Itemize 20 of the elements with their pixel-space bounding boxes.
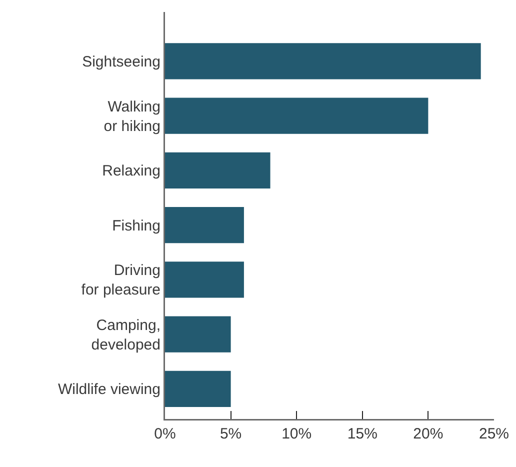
y-tick-label: Walking or hiking <box>104 98 160 135</box>
x-tick-label: 20% <box>413 426 444 442</box>
x-tick-label: 10% <box>282 426 312 442</box>
bar <box>165 370 231 407</box>
y-tick-label: Sightseeing <box>82 53 160 70</box>
y-tick-label: Camping, developed <box>91 316 160 354</box>
y-tick-label: Relaxing <box>102 162 160 180</box>
bar <box>165 262 244 298</box>
bar <box>165 98 428 134</box>
y-tick-label: Driving for pleasure <box>81 262 160 299</box>
bar <box>165 152 270 188</box>
x-tick-label: 5% <box>220 426 242 442</box>
bar <box>165 316 231 352</box>
bar <box>165 43 481 80</box>
bar <box>165 207 244 244</box>
x-tick-label: 25% <box>478 426 510 442</box>
x-tick-label: 15% <box>347 426 378 442</box>
y-tick-label: Wildlife viewing <box>58 381 160 398</box>
x-tick-label: 0% <box>154 426 176 442</box>
y-tick-label: Fishing <box>112 217 160 234</box>
